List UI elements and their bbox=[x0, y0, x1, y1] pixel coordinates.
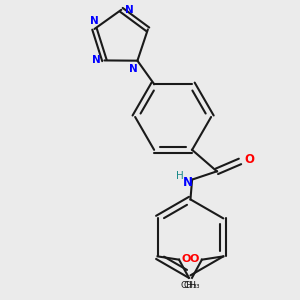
Text: O: O bbox=[244, 153, 254, 166]
Text: N: N bbox=[129, 64, 138, 74]
Text: O: O bbox=[190, 254, 199, 264]
Text: N: N bbox=[90, 16, 99, 26]
Text: N: N bbox=[125, 5, 134, 15]
Text: O: O bbox=[182, 254, 191, 264]
Text: CH₃: CH₃ bbox=[184, 280, 200, 290]
Text: H: H bbox=[176, 171, 183, 181]
Text: CH₃: CH₃ bbox=[181, 280, 197, 290]
Text: N: N bbox=[183, 176, 193, 189]
Text: N: N bbox=[92, 56, 100, 65]
